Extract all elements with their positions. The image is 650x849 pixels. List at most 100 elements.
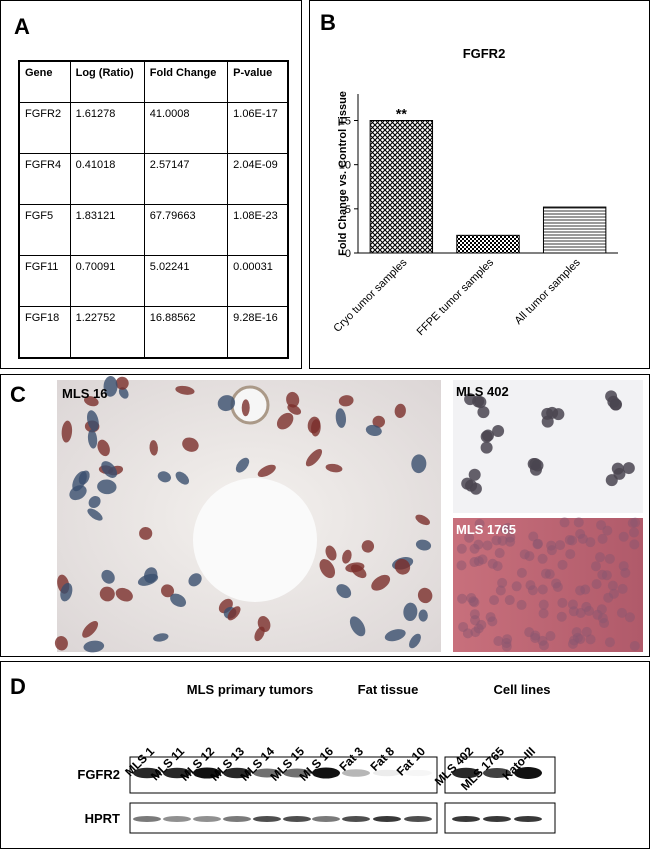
table-cell: 1.06E-17 <box>227 102 289 154</box>
band <box>483 816 511 822</box>
cell <box>101 461 118 478</box>
cell <box>175 471 190 485</box>
cell <box>101 569 115 584</box>
band <box>483 768 511 778</box>
cell <box>559 517 570 528</box>
table-cell: 16.88562 <box>143 306 229 359</box>
cell <box>470 627 481 638</box>
cell <box>61 420 73 443</box>
chart-title: FGFR2 <box>463 46 506 61</box>
image-label: MLS 16 <box>62 386 108 401</box>
cell <box>537 553 548 564</box>
annotation: ** <box>396 106 407 122</box>
x-tick-label: Cryo tumor samples <box>331 256 409 334</box>
cell <box>575 585 586 596</box>
panel-a <box>0 0 302 369</box>
cell <box>546 540 557 551</box>
cell <box>468 468 481 481</box>
y-tick-label: 0 <box>345 248 351 260</box>
cell <box>217 395 236 412</box>
cell <box>565 549 576 560</box>
cell <box>607 580 618 591</box>
cell <box>489 595 500 606</box>
cell <box>87 410 99 432</box>
table-cell: 1.61278 <box>69 102 145 154</box>
cell <box>616 607 627 618</box>
cell <box>597 533 608 544</box>
cell <box>627 517 638 528</box>
vessel <box>230 385 270 425</box>
y-tick-label: 5 <box>345 204 351 216</box>
cell <box>618 531 629 542</box>
cell <box>556 611 567 622</box>
cell <box>335 408 347 428</box>
bar <box>456 234 520 254</box>
group-label: MLS primary tumors <box>187 682 313 697</box>
cell <box>487 558 498 569</box>
cell <box>465 479 478 492</box>
y-tick-label: 15 <box>339 116 351 128</box>
cell <box>617 583 628 594</box>
table-cell: Log (Ratio) <box>69 60 145 103</box>
cell <box>409 633 421 649</box>
table-cell: 9.28E-16 <box>227 306 289 359</box>
band <box>312 816 340 822</box>
table-cell: 1.22752 <box>69 306 145 359</box>
cell <box>227 606 241 621</box>
vessel <box>193 478 317 602</box>
cell <box>492 425 505 438</box>
band <box>133 767 161 779</box>
cell <box>118 387 129 399</box>
cell <box>624 612 635 623</box>
cell <box>474 396 487 409</box>
cell <box>157 471 171 483</box>
cell <box>411 454 427 474</box>
cell <box>622 462 635 475</box>
cell <box>456 560 467 571</box>
table-cell: 2.57147 <box>143 153 229 205</box>
band <box>514 816 542 822</box>
cell <box>502 522 513 533</box>
table-cell: 1.08E-23 <box>227 204 289 256</box>
row-label: FGFR2 <box>77 767 120 782</box>
cell <box>591 579 602 590</box>
image-label: MLS 402 <box>456 384 509 399</box>
band <box>373 769 401 777</box>
cell <box>607 395 620 408</box>
cell <box>527 585 538 596</box>
table-row: FGFR4 0.41018 2.57147 2.04E-09 <box>18 153 289 205</box>
cell <box>84 396 99 407</box>
cell <box>462 628 473 639</box>
cell <box>415 514 430 526</box>
cell <box>342 549 352 564</box>
bar <box>369 120 434 254</box>
cell <box>305 448 323 467</box>
cell <box>482 540 493 551</box>
band <box>133 816 161 822</box>
cell <box>469 557 480 568</box>
cell <box>495 585 506 596</box>
cell <box>504 595 515 606</box>
group-label: Fat tissue <box>358 682 419 697</box>
cell <box>345 562 365 573</box>
cell <box>529 463 542 476</box>
cell <box>72 471 87 492</box>
cell <box>153 633 169 642</box>
band <box>514 767 542 779</box>
y-axis-label: Fold Change vs. Control Tissue <box>337 91 349 256</box>
cell <box>144 567 158 584</box>
cell <box>336 584 352 599</box>
band <box>223 767 251 779</box>
cell <box>88 495 101 509</box>
cell <box>325 545 337 561</box>
band <box>283 816 311 822</box>
cell <box>456 543 467 554</box>
band <box>253 768 281 778</box>
table-cell: 0.70091 <box>69 255 145 307</box>
cell <box>538 608 549 619</box>
cell <box>555 540 566 551</box>
cell <box>575 608 586 619</box>
cell <box>585 537 596 548</box>
